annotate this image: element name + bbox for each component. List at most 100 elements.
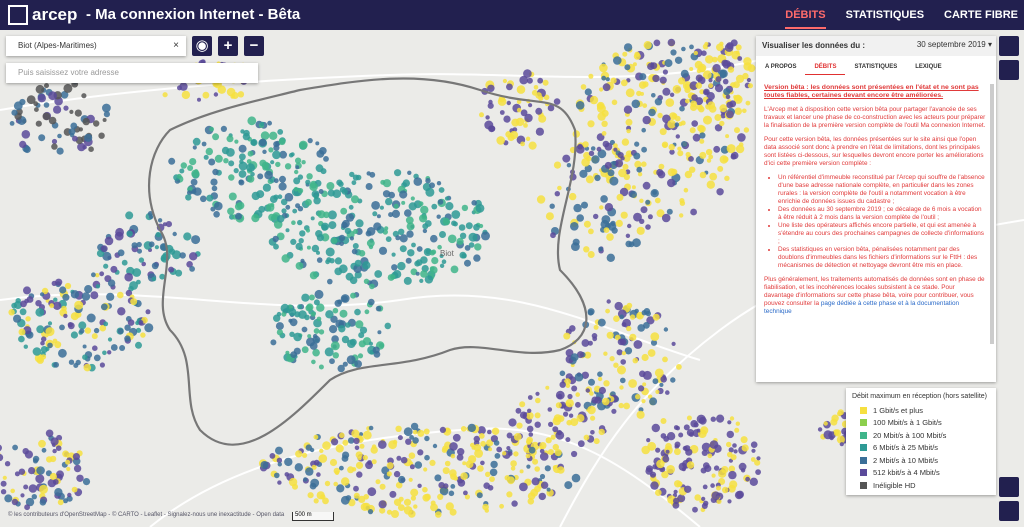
coverage-dot [684,170,693,179]
coverage-dot [376,214,381,219]
coverage-dot [571,450,578,458]
coverage-dot [19,140,27,148]
coverage-dot [460,426,467,432]
coverage-dot [191,169,200,178]
coverage-dot [342,361,348,367]
coverage-dot [325,247,335,257]
coverage-dot [81,93,87,99]
nav-item[interactable]: STATISTIQUES [845,9,925,21]
coverage-dot [745,100,751,106]
coverage-dot [707,101,716,109]
coverage-dot [508,451,513,456]
coverage-dot [275,322,284,331]
tab[interactable]: STATISTIQUES [854,64,898,70]
coverage-dot [609,176,619,186]
coverage-dot [424,220,432,227]
coverage-dot [414,461,423,469]
coverage-dot [353,229,358,234]
nav-item[interactable]: DÉBITS [785,0,826,29]
layers-button[interactable] [999,477,1019,497]
nav-item[interactable]: CARTE FIBRE [944,9,1018,21]
coverage-dot [410,488,419,497]
coverage-dot [473,254,481,262]
coverage-dot [141,261,146,267]
coverage-dot [823,421,828,426]
coverage-dot [275,446,283,455]
date-value: 30 septembre 2019 [916,40,986,49]
coverage-dot [63,83,73,93]
coverage-dot [168,157,176,165]
coverage-dot [494,453,501,459]
address-input[interactable]: Puis saisissez votre adresse [6,63,258,83]
coverage-dot [589,391,594,396]
coverage-dot [716,43,724,52]
coverage-dot [235,212,242,220]
legend-item: Inéligible HD [852,479,990,492]
coverage-dot [656,209,665,218]
coverage-dot [316,234,324,242]
tab[interactable]: DÉBITS [805,60,846,75]
info-button[interactable] [999,60,1019,80]
coverage-dot [604,203,614,212]
coverage-dot [545,437,552,444]
coverage-dot [451,220,457,226]
coverage-dot [412,429,418,435]
coverage-dot [67,492,72,498]
coverage-dot [508,418,517,427]
coverage-dot [367,460,372,465]
coverage-dot [406,222,415,231]
tab[interactable]: LEXIQUE [915,64,942,70]
coverage-dot [279,150,287,159]
coverage-dot [226,135,234,143]
coverage-dot [712,63,721,73]
doc-link[interactable]: page dédiée à cette phase et à la docume… [764,300,960,315]
coverage-dot [47,321,53,326]
calendar-button[interactable] [999,36,1019,56]
coverage-dot [38,439,46,448]
coverage-dot [604,142,613,151]
coverage-dot [674,444,680,449]
coverage-dot [384,322,392,330]
coverage-dot [535,127,545,136]
coverage-dot [577,143,583,150]
coverage-dot [456,237,464,245]
coverage-dot [316,250,320,255]
zoom-out-button[interactable]: − [244,36,264,56]
attribution: © les contributeurs d'OpenStreetMap - © … [8,512,285,518]
coverage-dot [366,239,375,248]
tab[interactable]: A PROPOS [765,64,797,70]
coverage-dot [251,191,260,201]
coverage-dot [444,427,451,433]
locate-button[interactable]: ◉ [192,36,212,56]
date-select[interactable]: 30 septembre 2019 ▾ [916,40,992,49]
coverage-dot [56,470,64,479]
coverage-dot [603,380,610,387]
coverage-dot [270,203,275,207]
scrollbar[interactable] [990,84,994,344]
zoom-in-button[interactable]: + [218,36,238,56]
coverage-dot [534,421,541,428]
coverage-dot [341,188,348,195]
coverage-dot [371,459,377,465]
coverage-dot [528,141,537,150]
coverage-dot [598,386,607,395]
coverage-dot [594,396,602,404]
coverage-dot [468,232,478,242]
coverage-dot [2,475,7,480]
coverage-dot [612,160,617,165]
clear-button[interactable]: × [173,40,179,51]
coverage-dot [350,292,357,299]
coverage-dot [575,101,585,110]
coverage-dot [675,134,680,139]
coverage-dot [351,195,359,204]
coverage-dot [516,422,523,429]
coverage-dot [587,120,595,128]
coverage-dot [23,484,29,490]
coverage-dot [613,147,618,152]
coverage-dot [300,258,305,263]
coverage-dot [349,236,354,241]
commune-input[interactable]: Biot (Alpes-Maritimes) × [6,36,186,56]
share-button[interactable] [999,501,1019,521]
coverage-dot [706,158,712,163]
coverage-dot [693,422,699,428]
